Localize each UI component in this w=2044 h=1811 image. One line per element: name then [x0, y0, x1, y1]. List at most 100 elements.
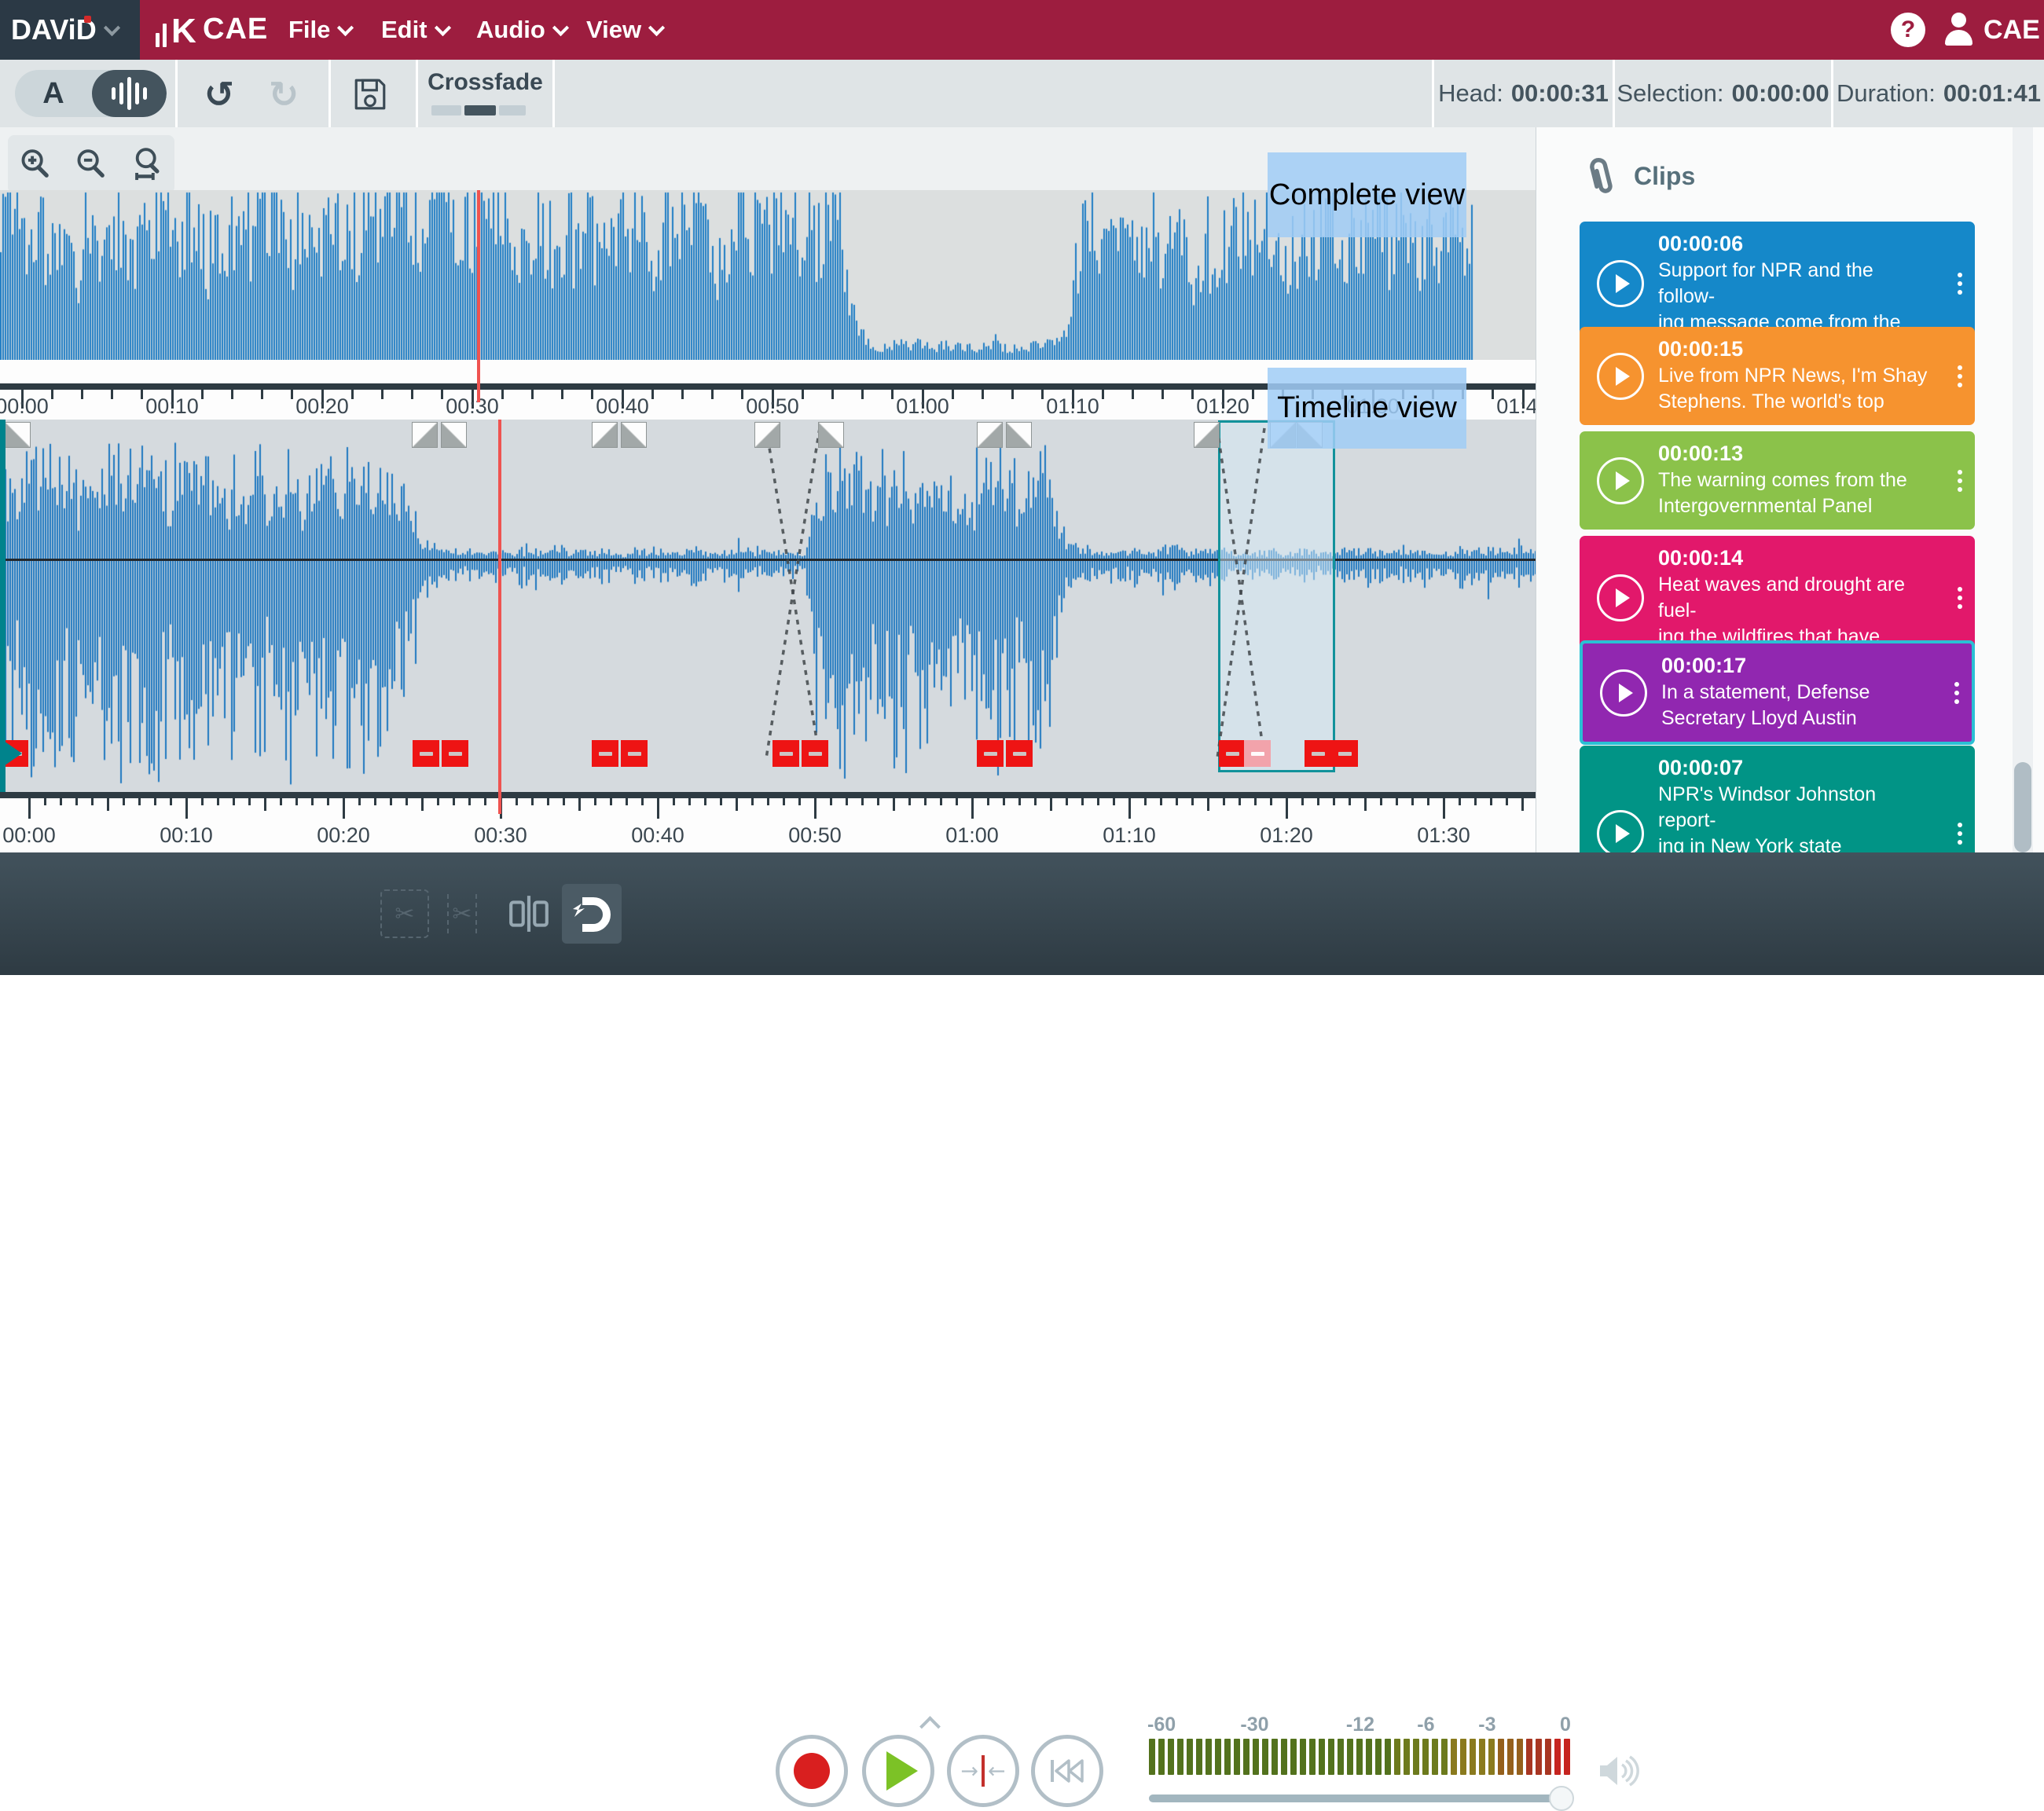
help-icon[interactable]: ?: [1891, 13, 1925, 47]
zoom-in-button[interactable]: [13, 142, 57, 186]
fade-in-marker[interactable]: [621, 422, 647, 448]
fade-out-marker[interactable]: [977, 422, 1003, 448]
save-button[interactable]: [350, 74, 391, 115]
waveform-mode-button[interactable]: [92, 70, 167, 117]
cut-selection-button[interactable]: ✂: [380, 889, 429, 938]
clip-menu-button[interactable]: [1958, 273, 1962, 295]
fade-in-marker[interactable]: [818, 422, 844, 448]
clip-boundary-marker[interactable]: [1331, 740, 1358, 767]
menu-edit[interactable]: Edit: [381, 0, 451, 60]
clip-menu-button[interactable]: [1958, 469, 1962, 492]
cut-at-position-button[interactable]: ✂: [436, 891, 488, 937]
clip-play-button[interactable]: [1600, 669, 1647, 717]
play-icon: [1615, 471, 1630, 490]
selection-region[interactable]: [1218, 420, 1335, 772]
station-logo-icon[interactable]: K: [156, 14, 196, 49]
ruler-tick: [845, 798, 848, 805]
meter-bar: [1441, 1739, 1448, 1775]
volume-slider[interactable]: [1149, 1786, 1574, 1811]
clip-menu-button[interactable]: [1958, 823, 1962, 845]
play-options-caret[interactable]: [919, 1716, 941, 1737]
timeline-playhead[interactable]: [498, 420, 501, 814]
ruler-tick: [138, 798, 141, 805]
mode-toggle[interactable]: A: [15, 70, 167, 117]
crossfade-control[interactable]: Crossfade: [418, 60, 552, 127]
meter-bar: [1309, 1739, 1316, 1775]
clips-scrollbar-thumb[interactable]: [2014, 762, 2031, 852]
clips-scrollbar[interactable]: [2013, 127, 2033, 852]
clip-boundary-marker[interactable]: [621, 740, 648, 767]
volume-slider-thumb[interactable]: [1548, 1786, 1574, 1811]
ruler-tick: [1018, 798, 1021, 805]
user-account-button[interactable]: CAE: [1943, 11, 2040, 49]
ruler-tick: [515, 798, 518, 805]
clip-boundary-marker[interactable]: [977, 740, 1004, 767]
clip-card[interactable]: 00:00:13 The warning comes from the Inter…: [1580, 431, 1975, 530]
overview-playhead[interactable]: [477, 190, 480, 402]
timeline-waveform[interactable]: [0, 420, 1536, 792]
clip-play-button[interactable]: [1597, 574, 1644, 621]
fade-out-marker[interactable]: [754, 422, 780, 448]
clip-boundary-marker[interactable]: [1006, 740, 1033, 767]
play-button[interactable]: [862, 1735, 934, 1807]
fade-in-marker[interactable]: [441, 422, 467, 448]
fade-out-marker[interactable]: [1194, 422, 1220, 448]
zoom-fit-button[interactable]: [125, 142, 169, 186]
fade-in-marker[interactable]: [1006, 422, 1032, 448]
clip-boundary-marker[interactable]: [413, 740, 439, 767]
ruler-label: 00:10: [145, 394, 199, 418]
ruler-label: 01:40: [1496, 394, 1536, 418]
clip-boundary-marker[interactable]: [772, 740, 799, 767]
clip-boundary-marker[interactable]: [442, 740, 468, 767]
fade-in-marker[interactable]: [5, 422, 31, 448]
menu-file[interactable]: File: [288, 0, 354, 60]
clip-transcript: The warning comes from the Intergovernme…: [1658, 469, 1907, 517]
meter-bar: [1375, 1739, 1382, 1775]
menu-audio[interactable]: Audio: [476, 0, 569, 60]
ruler-tick: [321, 390, 324, 409]
app-logo-menu[interactable]: DAViD: [0, 0, 140, 60]
clip-boundary-marker[interactable]: [1305, 740, 1331, 767]
text-mode-button[interactable]: A: [42, 76, 64, 110]
fade-out-marker[interactable]: [592, 422, 618, 448]
clip-play-button[interactable]: [1597, 260, 1644, 307]
fade-out-marker[interactable]: [412, 422, 438, 448]
clip-play-button[interactable]: [1597, 810, 1644, 852]
ruler-tick: [471, 390, 474, 409]
ruler-tick: [122, 798, 125, 805]
ruler-tick: [1131, 390, 1134, 399]
timeline-ruler[interactable]: 00:00 00:10 00:20 00:30 00:40 00:50 01:00 01:10…: [0, 792, 1536, 852]
clip-play-button[interactable]: [1597, 456, 1644, 504]
clip-play-button[interactable]: [1597, 352, 1644, 400]
clip-menu-button[interactable]: [1958, 365, 1962, 387]
ruler-tick: [279, 798, 282, 805]
ruler-tick: [681, 390, 684, 399]
clip-card[interactable]: 00:00:07 NPR's Windsor Johnston report- i…: [1580, 746, 1975, 852]
ruler-tick: [1065, 798, 1068, 805]
clip-boundary-marker[interactable]: [802, 740, 828, 767]
clip-card[interactable]: 00:00:17 In a statement, Defense Secretar…: [1580, 640, 1975, 745]
record-button[interactable]: [776, 1735, 848, 1807]
speaker-button[interactable]: [1597, 1753, 1641, 1793]
clip-boundary-marker[interactable]: [592, 740, 618, 767]
redo-button[interactable]: ↻: [268, 73, 299, 115]
ruler-tick: [1332, 798, 1335, 805]
clip-card[interactable]: 00:00:15 Live from NPR News, I'm Shay Ste…: [1580, 327, 1975, 425]
clip-card[interactable]: 00:00:06 Support for NPR and the follow- …: [1580, 222, 1975, 346]
split-clip-button[interactable]: [506, 891, 552, 937]
clip-boundary-marker[interactable]: [1244, 740, 1271, 767]
workspace-title: CAE: [203, 13, 269, 46]
clip-boundary-marker[interactable]: [1219, 740, 1246, 767]
floppy-icon: [354, 79, 386, 110]
ruler-tick: [1521, 390, 1525, 409]
undo-button[interactable]: ↺: [204, 73, 235, 115]
clip-menu-button[interactable]: [1958, 587, 1962, 609]
menu-view[interactable]: View: [586, 0, 666, 60]
chevron-down-icon: [103, 19, 120, 36]
rewind-to-start-button[interactable]: [1031, 1735, 1103, 1807]
goto-playhead-button[interactable]: → ←: [947, 1735, 1019, 1807]
timeline-position-marker[interactable]: [2, 739, 22, 768]
zoom-out-button[interactable]: [69, 142, 113, 186]
clip-menu-button[interactable]: [1954, 681, 1959, 704]
snap-magnet-button[interactable]: [562, 884, 622, 944]
